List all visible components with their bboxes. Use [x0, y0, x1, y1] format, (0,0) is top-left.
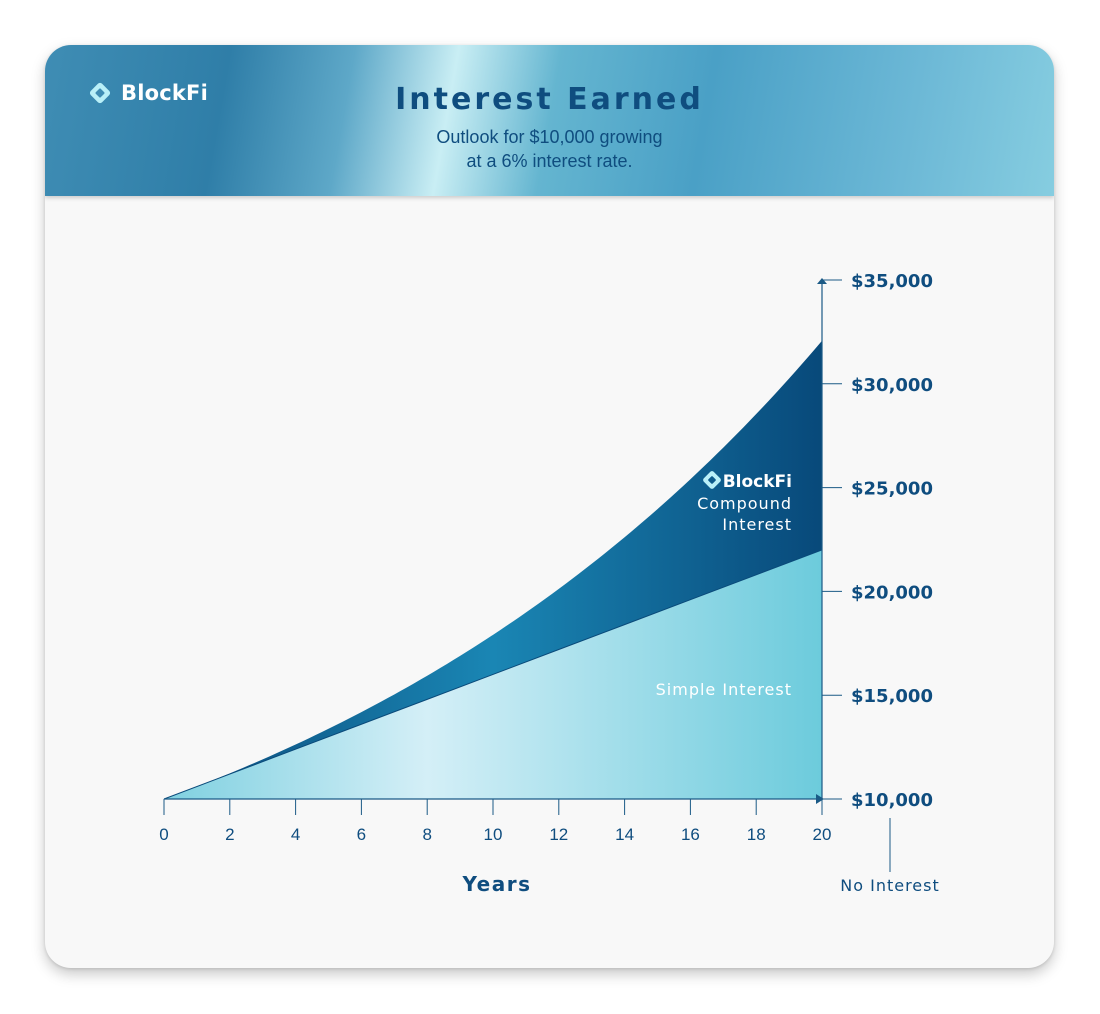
x-axis-arrow	[816, 794, 824, 804]
blockfi-diamond-icon	[89, 82, 111, 104]
page-subtitle: Outlook for $10,000 growing at a 6% inte…	[45, 125, 1054, 173]
y-tick-label: $30,000	[851, 375, 933, 396]
page-title: Interest Earned	[395, 82, 704, 117]
x-tick-label: 2	[225, 825, 234, 844]
simple-interest-line	[163, 549, 823, 800]
y-tick-label: $15,000	[851, 686, 933, 707]
x-tick-label: 0	[159, 825, 168, 844]
axes: 0 2 4 6 8 10 12 14 16 18 20 $35,000 $30,000 $25,000 $2…	[159, 271, 933, 844]
x-tick-label: 6	[357, 825, 366, 844]
header-banner: BlockFi Interest Earned Outlook for $10,…	[45, 45, 1054, 196]
x-tick-label: 14	[615, 825, 634, 844]
chart-card: BlockFi Interest Earned Outlook for $10,…	[45, 45, 1054, 968]
no-interest-label: No Interest	[840, 876, 940, 895]
x-tick-label: 16	[681, 825, 700, 844]
y-tick-label: $35,000	[851, 271, 933, 292]
subtitle-line-2: at a 6% interest rate.	[466, 151, 633, 171]
brand-logo: BlockFi	[87, 80, 208, 106]
y-tick-label: $25,000	[851, 479, 933, 500]
x-tick-label: 18	[747, 825, 766, 844]
x-tick-label: 20	[813, 825, 832, 844]
compound-interest-label: BlockFi Compound Interest	[697, 471, 792, 534]
compound-label-line-2: Interest	[722, 515, 792, 534]
x-axis-title: Years	[462, 872, 532, 896]
compound-label-line-1: Compound	[697, 494, 792, 513]
y-axis-arrow	[817, 278, 827, 284]
y-tick-label: $10,000	[851, 790, 933, 811]
x-tick-label: 8	[422, 825, 431, 844]
x-tick-label: 4	[291, 825, 300, 844]
simple-interest-label: Simple Interest	[656, 680, 792, 699]
compound-brand-label: BlockFi	[723, 472, 792, 492]
subtitle-line-1: Outlook for $10,000 growing	[436, 127, 663, 147]
x-tick-label: 10	[484, 825, 503, 844]
blockfi-diamond-icon	[703, 471, 721, 489]
x-tick-label: 12	[549, 825, 568, 844]
brand-name: BlockFi	[121, 81, 208, 105]
y-tick-label: $20,000	[851, 582, 933, 603]
